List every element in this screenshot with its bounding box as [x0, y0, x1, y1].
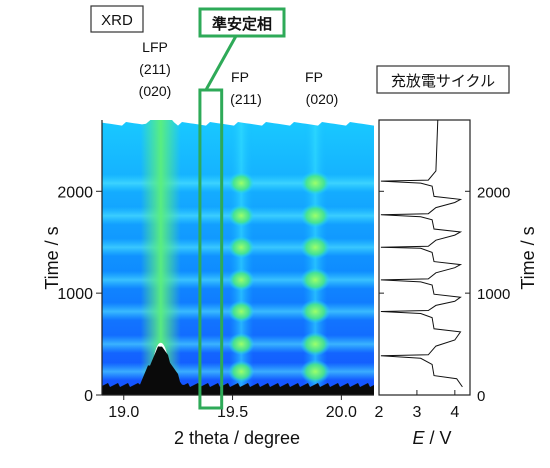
baseline-region [102, 346, 374, 395]
fp211-spot-5 [228, 204, 255, 227]
voltage-x-tick-label-1: 3 [412, 404, 421, 421]
fp020-spot-3 [300, 267, 331, 292]
voltage-x-tick-label-0: 2 [375, 404, 384, 421]
fp020-spot-6 [300, 171, 331, 196]
heatmap-y-axis-title: Time / s [42, 226, 62, 289]
peak-lfp-line1: LFP [142, 39, 168, 55]
fp211-spot-3 [228, 268, 255, 291]
fp211-spot-1 [228, 333, 255, 356]
peak-fp020-line2: (020) [306, 91, 339, 107]
voltage-x-axis-symbol: E [412, 428, 425, 448]
heatmap-y-tick-label-2: 2000 [57, 184, 93, 201]
heatmap-x-tick-label-0: 19.0 [108, 404, 139, 421]
peak-fp211-line1: FP [231, 69, 249, 85]
peak-label-lfp: LFP (211) (020) [139, 39, 172, 99]
cycle-label-box: 充放電サイクル [376, 65, 510, 94]
fp211-spot-6 [228, 172, 255, 195]
voltage-curve [380, 119, 463, 388]
heatmap-axes: 19.0 19.5 20.0 0 1000 2000 [57, 120, 374, 421]
heatmap-y-tick-label-0: 0 [84, 388, 93, 405]
voltage-x-axis-unit: / V [425, 428, 452, 448]
metastable-label-box: 準安定相 [198, 7, 286, 38]
heatmap-x-tick-label-2: 20.0 [326, 404, 357, 421]
top-edge [102, 120, 374, 126]
voltage-plot-frame [378, 119, 471, 396]
fp020-spot-4 [300, 235, 331, 260]
xrd-heatmap [102, 120, 374, 395]
xrd-label-box: XRD [90, 5, 144, 33]
fp020-spot-5 [300, 203, 331, 228]
fp020-spot-2 [300, 299, 331, 324]
metastable-callout-line [204, 35, 238, 91]
fp020-spot-0 [300, 359, 331, 384]
heatmap-x-axis-title: 2 theta / degree [174, 428, 300, 448]
voltage-y-tick-label-0: 0 [477, 388, 485, 405]
heatmap-intensity-layers [102, 120, 374, 395]
fp211-spot-2 [228, 300, 255, 323]
voltage-y-tick-label-1: 1000 [477, 286, 510, 303]
xrd-label: XRD [101, 12, 133, 29]
voltage-x-axis-title: E / V [412, 428, 451, 448]
peak-fp211-line2: (211) [230, 91, 262, 107]
heatmap-x-tick-label-1: 19.5 [217, 404, 248, 421]
voltage-x-tick-label-2: 4 [450, 404, 459, 421]
fp211-spot-4 [228, 236, 255, 259]
metastable-highlight-box [198, 88, 224, 410]
peak-fp020-line1: FP [305, 69, 323, 85]
peak-label-fp020: FP (020) [305, 69, 338, 107]
peak-lfp-line2: (211) [139, 61, 171, 77]
fp020-spot-1 [300, 332, 331, 357]
peak-label-fp211: FP (211) [230, 69, 262, 107]
cycle-label: 充放電サイクル [391, 72, 495, 90]
heatmap-y-tick-label-1: 1000 [57, 286, 93, 303]
metastable-label: 準安定相 [212, 15, 272, 33]
voltage-y-tick-label-2: 2000 [477, 184, 510, 201]
peak-lfp-line3: (020) [139, 83, 172, 99]
voltage-y-axis-title: Time / s [518, 226, 538, 289]
fp211-spot-0 [228, 360, 255, 383]
voltage-time-plot: 0 1000 2000 2 3 4 [375, 119, 510, 421]
